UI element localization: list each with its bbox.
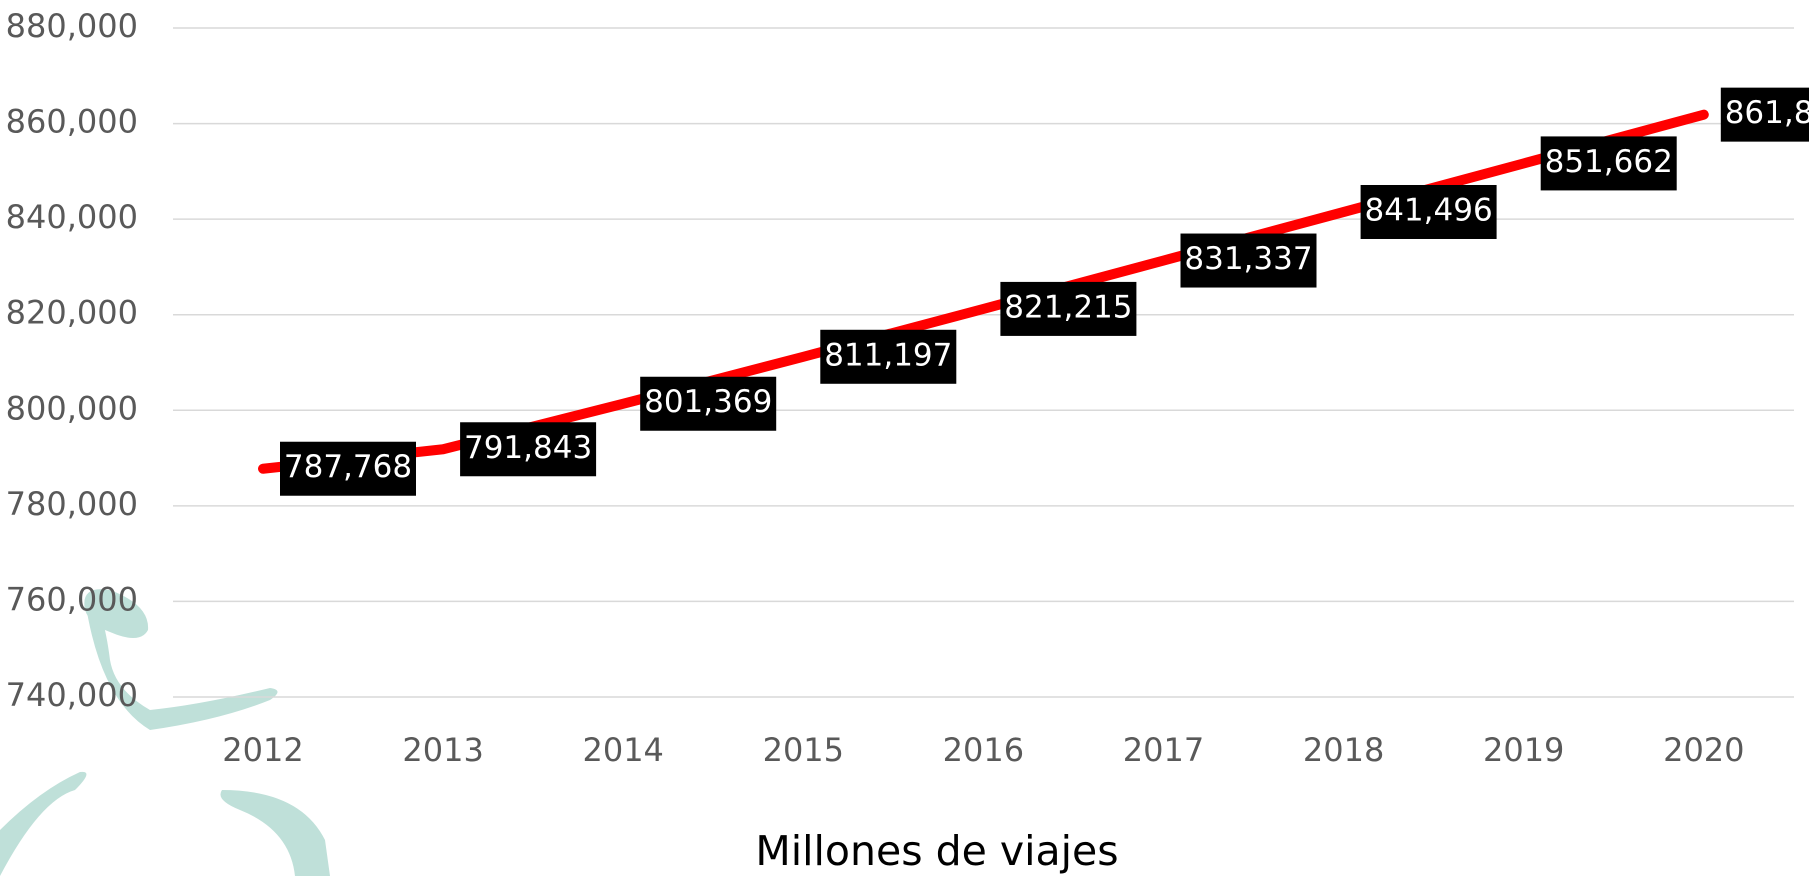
x-tick-label: 2012 — [222, 731, 303, 769]
axis-title: Millones de viajes — [755, 827, 1118, 875]
y-tick-label: 840,000 — [6, 198, 138, 236]
x-tick-label: 2018 — [1303, 731, 1384, 769]
y-tick-label: 880,000 — [6, 7, 138, 45]
y-tick-label: 780,000 — [6, 485, 138, 523]
x-tick-label: 2016 — [943, 731, 1024, 769]
x-tick-label: 2017 — [1123, 731, 1204, 769]
y-tick-label: 740,000 — [6, 676, 138, 714]
data-line — [263, 115, 1704, 469]
x-tick-label: 2013 — [402, 731, 483, 769]
y-tick-label: 820,000 — [6, 294, 138, 332]
value-label: 787,768 — [284, 449, 412, 485]
chart: Millones de viajes 740,000 760,000 780,000… — [0, 0, 1809, 876]
x-tick-label: 2015 — [763, 731, 844, 769]
value-label: 841,496 — [1364, 192, 1492, 228]
page: Millones de viajes 740,000 760,000 780,000… — [0, 0, 1809, 876]
y-tick-label: 860,000 — [6, 103, 138, 141]
y-tick-label: 800,000 — [6, 389, 138, 427]
decor-shape — [0, 772, 86, 876]
x-tick-label: 2014 — [582, 731, 663, 769]
x-tick-label: 2020 — [1663, 731, 1744, 769]
value-label: 791,843 — [464, 430, 592, 466]
value-label: 821,215 — [1004, 289, 1132, 325]
x-tick-label: 2019 — [1483, 731, 1564, 769]
value-label: 801,369 — [644, 384, 772, 420]
decor-shape — [220, 790, 330, 876]
value-label: 851,662 — [1545, 144, 1673, 180]
y-tick-label: 760,000 — [6, 580, 138, 618]
value-label: 811,197 — [824, 337, 952, 373]
value-label: 831,337 — [1184, 241, 1312, 277]
value-label: 861,869 — [1725, 95, 1809, 131]
